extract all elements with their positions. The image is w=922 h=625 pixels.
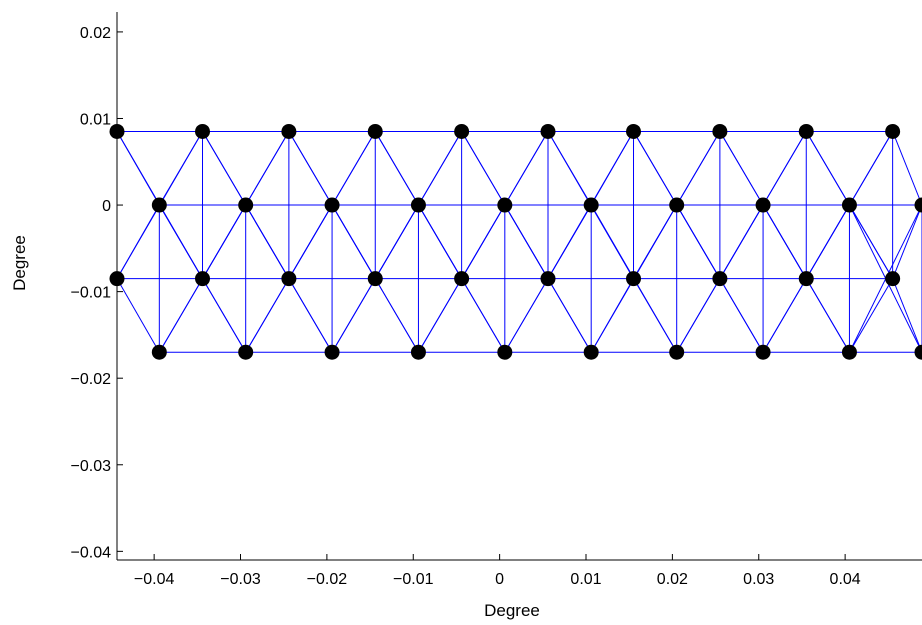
x-tick-label-5: 0.01 [570,571,601,588]
data-point-r2-c7 [712,271,728,287]
data-point-r2-c5 [540,271,556,287]
mesh-edge-124 [418,278,463,353]
mesh-edge-116 [202,278,247,353]
data-point-r3-c1 [238,344,254,360]
data-point-r3-c6 [669,344,685,360]
x-tick-label-7: 0.03 [743,571,774,588]
mesh-edge-118 [245,278,290,353]
mesh-edge-113 [116,278,160,353]
mesh-edge-57 [116,204,160,279]
data-point-r3-c3 [410,344,426,360]
data-point-r3-c7 [755,344,771,360]
data-point-r1-c6 [669,197,685,213]
mesh-edge-109 [892,204,922,279]
mesh-edge-138 [849,278,894,353]
y-tick-label-4: −0.02 [71,371,112,388]
data-point-r0-c3 [367,123,383,139]
mesh-edge-137 [805,278,850,353]
y-tick-label-0: 0.02 [80,25,111,42]
data-point-r1-c1 [238,197,254,213]
data-point-r1-c7 [755,197,771,213]
mesh-edge-119 [288,278,333,353]
mesh-edge-133 [676,278,721,353]
mesh-edge-130 [590,278,634,353]
data-point-r0-c2 [281,123,297,139]
x-axis-title: Degree [484,601,540,620]
mesh-edge-122 [374,278,419,353]
y-tick-label-3: −0.01 [71,285,112,302]
data-point-r1-c4 [497,197,513,213]
x-tick-label-1: −0.03 [220,571,261,588]
mesh-edge-128 [547,278,592,353]
mesh-edges [116,130,922,353]
data-point-r3-c0 [151,344,167,360]
mesh-edge-121 [331,278,376,353]
data-point-r1-c8 [841,197,857,213]
y-tick-label-6: −0.04 [71,544,112,561]
mesh-nodes [109,123,922,360]
x-tick-label-4: 0 [495,571,504,588]
data-point-r0-c8 [798,123,814,139]
data-point-r3-c2 [324,344,340,360]
mesh-edge-127 [504,278,549,353]
data-point-r1-c2 [324,197,340,213]
data-point-r1-c3 [410,197,426,213]
mesh-edge-105 [849,204,894,279]
mesh-edge-115 [158,278,203,353]
y-tick-label-1: 0.01 [80,111,111,128]
data-point-r3-c9 [914,344,922,360]
data-point-r2-c6 [626,271,642,287]
data-point-r2-c3 [367,271,383,287]
mesh-edge-131 [633,278,678,353]
data-point-r1-c9 [914,197,922,213]
x-tick-label-0: −0.04 [134,571,175,588]
y-tick-label-5: −0.03 [71,458,112,475]
mesh-edge-139 [892,278,922,353]
axes [116,12,922,561]
y-axis-title: Degree [10,235,29,291]
data-point-r0-c1 [195,123,211,139]
mesh-edge-53 [892,131,922,206]
data-point-r0-c7 [712,123,728,139]
mesh-edge-134 [719,278,764,353]
x-tick-label-3: −0.01 [393,571,434,588]
data-point-r0-c4 [454,123,470,139]
data-point-r0-c9 [885,123,901,139]
data-point-r3-c5 [583,344,599,360]
x-ticks: −0.04 −0.03 −0.02 −0.01 0 0.01 0.02 0.03 0.04 [134,554,861,588]
x-tick-label-2: −0.02 [307,571,348,588]
data-point-r2-c4 [454,271,470,287]
data-point-r3-c4 [497,344,513,360]
data-point-r2-c8 [798,271,814,287]
data-point-r2-c1 [195,271,211,287]
mesh-edge-125 [461,278,506,353]
data-point-r3-c8 [841,344,857,360]
x-tick-label-6: 0.02 [657,571,688,588]
data-point-r0-c6 [626,123,642,139]
data-point-r2-c2 [281,271,297,287]
x-tick-label-8: 0.04 [830,571,861,588]
data-point-r1-c5 [583,197,599,213]
data-point-r2-c9 [885,271,901,287]
data-point-r1-c0 [151,197,167,213]
data-point-r0-c5 [540,123,556,139]
y-tick-label-2: 0 [102,198,111,215]
y-ticks: 0.02 0.01 0 −0.01 −0.02 −0.03 −0.04 [71,25,123,561]
mesh-edge-136 [762,278,807,353]
